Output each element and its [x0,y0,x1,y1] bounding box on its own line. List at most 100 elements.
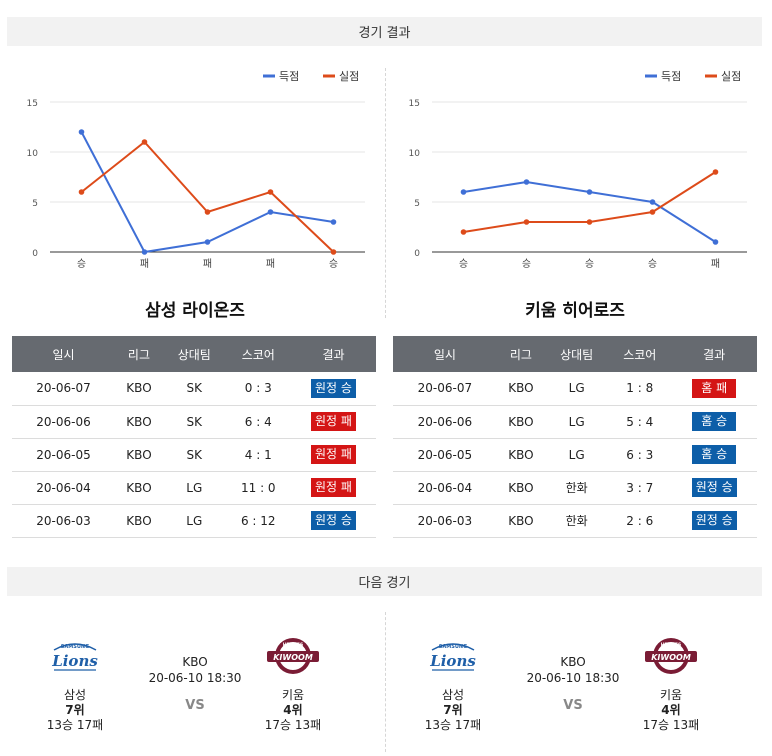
legend-label: 득점 [279,70,299,83]
away-team-name: 키움 [281,688,305,702]
cell-opponent: 한화 [545,504,609,538]
series-line-score [80,131,334,254]
data-point [586,189,593,195]
cell-result: 원정 패 [290,471,376,505]
col-opponent: 상대팀 [162,336,226,372]
col-score: 스코어 [608,336,672,372]
cell-date: 20-06-07 [12,372,116,406]
cell-score: 6 : 12 [225,504,291,538]
cell-result: 원정 승 [290,504,376,538]
cell-league: KBO [115,372,163,406]
cell-score: 6 : 3 [608,438,672,472]
data-point [267,209,274,215]
y-tick-label: 10 [27,149,39,159]
cell-result: 원정 패 [290,438,376,472]
col-date: 일시 [12,336,116,372]
legend-label: 실점 [721,70,741,83]
samsung-lions-logo: SAMSUNG Lions [429,643,476,671]
home-team: SAMSUNG Lions 삼성 7위 13승 17패 [15,630,135,732]
samsung-results-chart: 득점 실점 0 5 10 15 승 패 패 패 승 [27,70,365,270]
cell-opponent: SK [162,405,226,439]
svg-text:SAMSUNG: SAMSUNG [61,644,89,650]
data-point [712,239,719,245]
x-tick-label: 패 [266,258,275,270]
cell-opponent: SK [162,372,226,406]
table-row: 20-06-06 KBO SK 6 : 4 원정 패 [12,405,376,439]
cell-league: KBO [496,471,546,505]
series-line-allowed [80,140,335,253]
away-team: HEROES KIWOOM 키움 4위 17승 13패 [233,630,353,732]
data-point [78,129,85,135]
x-tick-label: 승 [585,258,594,270]
result-badge: 원정 승 [311,378,356,398]
next-game-section-title: 다음 경기 [358,576,411,591]
x-tick-label: 승 [648,258,657,270]
kiwoom-results-chart: 득점 실점 0 5 10 15 승 승 승 승 패 [409,70,747,270]
col-opponent: 상대팀 [545,336,609,372]
cell-date: 20-06-06 [393,405,497,439]
cell-score: 4 : 1 [225,438,291,472]
table-row: 20-06-03 KBO 한화 2 : 6 원정 승 [393,504,757,538]
cell-league: KBO [496,438,546,472]
result-badge: 원정 패 [311,478,356,497]
home-team-rank: 7위 [443,703,463,717]
home-team-record: 13승 17패 [424,718,482,732]
column-divider [385,612,386,752]
y-tick-label: 0 [32,249,38,259]
cell-score: 11 : 0 [225,471,291,505]
col-league: 리그 [115,336,163,372]
away-team-record: 17승 13패 [642,718,700,732]
samsung-team-title: 삼성 라이온즈 [145,301,245,321]
col-date: 일시 [393,336,497,372]
match-datetime: 20-06-10 18:30 [148,671,242,685]
cell-opponent: LG [545,372,609,406]
svg-text:HEROES: HEROES [283,642,303,648]
cell-date: 20-06-07 [393,372,497,406]
home-team-name: 삼성 [441,688,465,702]
svg-text:KIWOOM: KIWOOM [273,653,313,662]
y-tick-label: 15 [27,99,38,109]
y-tick-label: 10 [409,149,421,159]
cell-opponent: LG [162,504,226,538]
vs-label: VS [563,698,583,713]
data-point [649,209,656,215]
svg-text:Lions: Lions [51,652,98,670]
data-point [330,219,337,225]
match-datetime: 20-06-10 18:30 [526,671,620,685]
data-point [460,189,467,195]
match-league: KBO [560,655,586,669]
match-info: KBO 20-06-10 18:30 VS [508,654,638,713]
cell-opponent: SK [162,438,226,472]
away-team: HEROES KIWOOM 키움 4위 17승 13패 [611,630,731,732]
svg-text:Lions: Lions [429,652,476,670]
cell-date: 20-06-03 [12,504,116,538]
cell-league: KBO [115,471,163,505]
cell-score: 3 : 7 [608,471,672,505]
away-team-rank: 4위 [283,703,303,717]
data-point [523,179,530,185]
home-team-name: 삼성 [63,688,87,702]
cell-result: 홈 패 [671,372,757,406]
chart-legend: 득점 실점 [645,70,741,83]
data-point [204,239,211,245]
table-header-row: 일시 리그 상대팀 스코어 결과 [12,336,376,372]
result-badge: 홈 승 [692,412,737,431]
cell-league: KBO [115,504,163,538]
x-tick-label: 승 [459,258,468,270]
cell-date: 20-06-06 [12,405,116,439]
home-team-record: 13승 17패 [46,718,104,732]
table-row: 20-06-04 KBO 한화 3 : 7 원정 승 [393,471,757,505]
svg-text:KIWOOM: KIWOOM [651,653,691,662]
legend-label: 득점 [661,70,681,83]
cell-score: 0 : 3 [225,372,291,406]
cell-result: 원정 승 [671,471,757,505]
data-point [330,249,337,255]
next-match-card: SAMSUNG Lions 삼성 7위 13승 17패 KBO 20-06-10 18:30… [5,630,375,750]
next-match-card: SAMSUNG Lions 삼성 7위 13승 17패 KBO 20-06-10 18:30… [383,630,753,750]
vs-label: VS [185,698,205,713]
y-tick-label: 15 [409,99,420,109]
away-team-rank: 4위 [661,703,681,717]
column-divider [385,68,386,318]
cell-score: 5 : 4 [608,405,672,439]
